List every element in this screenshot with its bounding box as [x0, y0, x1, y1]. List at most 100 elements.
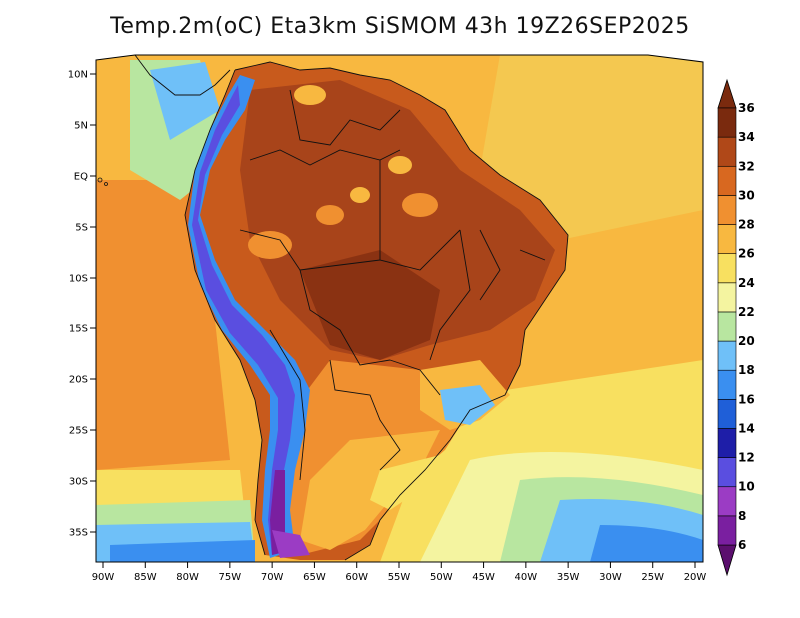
colorbar-band: [717, 428, 737, 458]
country-borders: [184, 61, 569, 561]
south-pacific-blue: [110, 540, 255, 562]
colorbar-label: 34: [738, 130, 755, 144]
colorbar-label: 30: [738, 188, 755, 202]
south-land-gold: [300, 430, 440, 550]
lon-tick: 75W: [219, 562, 242, 583]
lon-tick: 55W: [388, 562, 411, 583]
colorbar-max-arrow: [717, 78, 737, 109]
latitude-axis: 10N 5N EQ 5S 10S 15S 20S 25S 30S 35S: [68, 70, 96, 539]
galapagos-2: [104, 182, 108, 186]
colorbar-band: [717, 340, 737, 371]
amazon-patch-4: [402, 193, 438, 217]
colorbar-label: 6: [738, 538, 746, 552]
lon-label: 25W: [641, 572, 664, 583]
colorbar-label: 12: [738, 451, 755, 465]
lon-label: 30W: [599, 572, 622, 583]
rs-yellow: [370, 455, 440, 510]
guiana-patch: [294, 85, 326, 105]
lon-tick: 70W: [261, 562, 284, 583]
lat-tick: 30S: [69, 477, 96, 488]
lat-label: 10S: [69, 274, 88, 285]
se-brazil-blue: [440, 385, 495, 425]
colorbar-band: [717, 107, 737, 138]
andes-core: [192, 85, 295, 555]
lon-label: 45W: [472, 572, 495, 583]
amazon-patch-3: [350, 187, 370, 203]
longitude-axis: 90W 85W 80W 75W 70W 65W 60W 55W 50W 45W 40W 35W 30W 2…: [92, 562, 707, 583]
lat-tick: 5S: [75, 223, 96, 234]
colorbar-band: [717, 224, 737, 254]
colorbar-band: [717, 515, 737, 546]
lon-label: 65W: [303, 572, 326, 583]
lat-label: 35S: [69, 528, 88, 539]
map-title: Temp.2m(oC) Eta3km SiSMOM 43h 19Z26SEP20…: [110, 14, 690, 39]
lat-tick: 25S: [69, 426, 96, 437]
lon-label: 85W: [134, 572, 157, 583]
lon-label: 50W: [430, 572, 453, 583]
lon-tick: 85W: [134, 562, 157, 583]
lon-label: 40W: [515, 572, 538, 583]
colorbar-label: 26: [738, 247, 755, 261]
lat-label: 5S: [75, 223, 88, 234]
patagonia-purple: [272, 530, 310, 558]
lon-tick: 60W: [345, 562, 368, 583]
colorbar-label: 18: [738, 363, 755, 377]
colorbar-band: [717, 311, 737, 342]
colorbar-band: [717, 399, 737, 429]
colorbar-min-arrow: [717, 544, 737, 577]
lat-label: 5N: [74, 121, 88, 132]
colorbar-band: [717, 282, 737, 313]
lon-label: 35W: [557, 572, 580, 583]
south-atlantic-blue: [590, 525, 703, 562]
lon-label: 80W: [176, 572, 199, 583]
colorbar-band: [717, 486, 737, 517]
colorbar-label: 8: [738, 509, 746, 523]
map-panel: [96, 55, 703, 562]
colorbar-label: 20: [738, 334, 755, 348]
colorbar-band: [717, 369, 737, 400]
colorbar-label: 16: [738, 392, 755, 406]
lat-tick: 10S: [69, 274, 96, 285]
colorbar-band: [717, 165, 737, 196]
colorbar-label: 10: [738, 480, 755, 494]
lon-label: 55W: [388, 572, 411, 583]
amazon-patch-1: [248, 231, 292, 259]
lon-label: 20W: [684, 572, 707, 583]
amazon-patch-2: [316, 205, 344, 225]
lon-label: 70W: [261, 572, 284, 583]
lat-tick: 5N: [74, 121, 96, 132]
lon-tick: 65W: [303, 562, 326, 583]
lon-tick: 40W: [515, 562, 538, 583]
lon-tick: 20W: [684, 562, 707, 583]
lat-tick: 15S: [69, 324, 96, 335]
colorbar-band: [717, 195, 737, 225]
lat-label: EQ: [74, 172, 88, 183]
lat-label: 15S: [69, 324, 88, 335]
colorbar: 6 8 10 12 14 16 18 20 22 24 26 28 30 32 34 36: [717, 78, 755, 577]
galapagos: [97, 177, 103, 183]
lon-label: 60W: [345, 572, 368, 583]
colorbar-label: 24: [738, 276, 755, 290]
lon-label: 75W: [219, 572, 242, 583]
lat-tick: 20S: [69, 375, 96, 386]
colorbar-label: 22: [738, 305, 755, 319]
lon-tick: 30W: [599, 562, 622, 583]
colorbar-label: 14: [738, 421, 755, 435]
nw-pacific-blue: [150, 62, 220, 140]
lon-tick: 45W: [472, 562, 495, 583]
colorbar-band: [717, 136, 737, 167]
lon-tick: 35W: [557, 562, 580, 583]
colorbar-label: 28: [738, 218, 755, 232]
lon-tick: 50W: [430, 562, 453, 583]
amazon-patch-5: [388, 156, 412, 174]
lon-tick: 90W: [92, 562, 114, 583]
atlantic-tropic-band: [480, 55, 703, 240]
lat-tick: 35S: [69, 528, 96, 539]
colorbar-label: 36: [738, 101, 755, 115]
map-frame: [95, 54, 704, 563]
colorbar-label: 32: [738, 159, 755, 173]
lat-label: 25S: [69, 426, 88, 437]
lat-label: 30S: [69, 477, 88, 488]
colorbar-band: [717, 253, 737, 284]
